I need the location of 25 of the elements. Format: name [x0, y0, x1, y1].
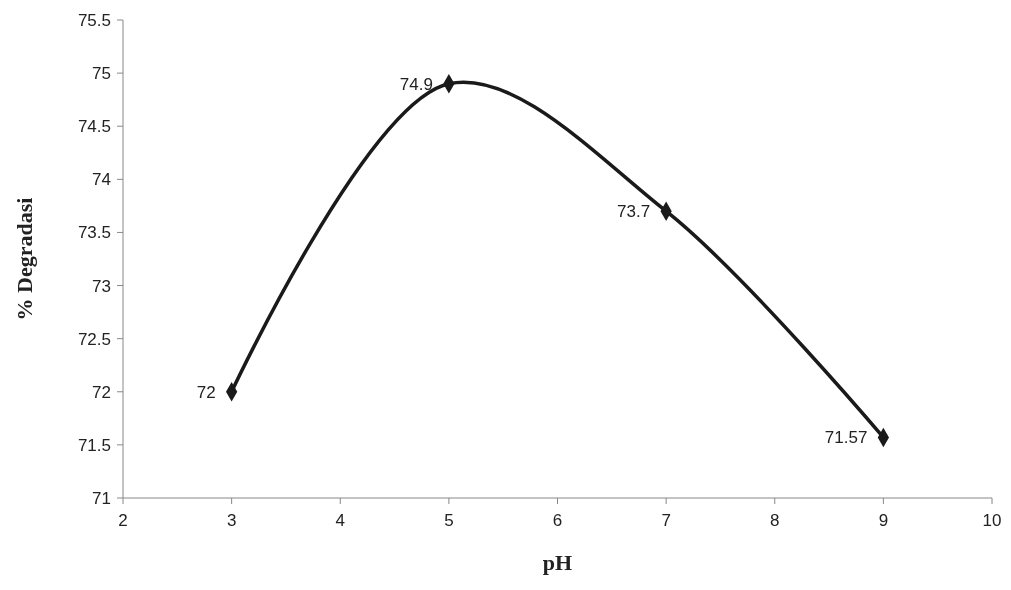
y-tick-label: 73	[92, 276, 111, 296]
y-tick-label: 72.5	[77, 329, 111, 349]
x-tick-label: 4	[335, 511, 345, 530]
data-label: 74.9	[399, 74, 433, 94]
x-tick-label: 2	[118, 511, 128, 530]
y-tick-label: 75.5	[77, 10, 111, 30]
y-tick-label: 74.5	[77, 117, 111, 137]
x-tick-label: 8	[770, 511, 780, 530]
y-tick-label: 74	[92, 170, 111, 190]
data-label: 71.57	[824, 428, 868, 448]
x-tick-label: 5	[444, 511, 454, 530]
data-label: 72	[196, 382, 216, 402]
y-tick-label: 71.5	[77, 435, 111, 455]
y-axis-title: % Degradasi	[12, 197, 37, 321]
x-tick-label: 10	[982, 511, 1002, 530]
y-tick-label: 75	[92, 64, 111, 84]
y-tick-label: 73.5	[77, 223, 111, 243]
x-tick-label: 3	[226, 511, 237, 530]
data-label: 73.7	[617, 202, 651, 222]
x-axis-title: pH	[542, 550, 573, 575]
y-tick-label: 71	[92, 488, 111, 508]
x-tick-label: 6	[552, 511, 563, 530]
x-tick-label: 9	[878, 511, 889, 530]
x-tick-label: 7	[661, 511, 671, 530]
y-tick-label: 72	[92, 382, 111, 402]
